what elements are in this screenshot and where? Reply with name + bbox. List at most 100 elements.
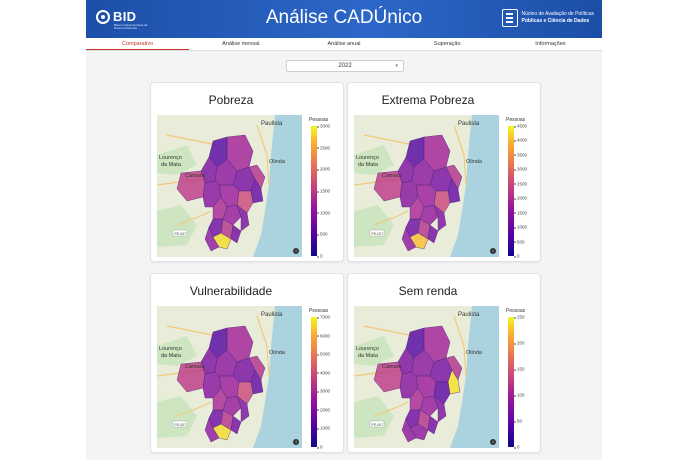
map-region[interactable] [236, 190, 254, 214]
map-region[interactable] [212, 232, 232, 250]
map-road [453, 315, 467, 377]
map-region[interactable] [433, 395, 447, 423]
map-place-label: da Mata [358, 353, 379, 359]
legend-tick: 2000 [316, 407, 331, 413]
map-region[interactable] [401, 417, 417, 443]
map-attribution-icon[interactable]: i [490, 439, 496, 445]
map-region[interactable] [248, 355, 266, 381]
tab-comparativo[interactable]: Comparativo [86, 38, 190, 50]
map-place-label: Olinda [466, 350, 483, 356]
map-forest [354, 145, 394, 175]
map-road [363, 134, 415, 146]
map-region[interactable] [433, 190, 451, 214]
map-place-label: Lourenço [159, 346, 182, 352]
nucleo-line-2: Públicas e Ciência de Dados [521, 18, 590, 24]
map-attribution-icon[interactable]: i [293, 248, 299, 254]
map-region[interactable] [250, 369, 264, 395]
legend-title: Pessoas [506, 308, 526, 314]
map-card-3: Vulnerabilidade Paulista Olinda Lourenço da … [150, 273, 344, 453]
map-title: Sem renda [398, 284, 458, 298]
map-region[interactable] [409, 423, 429, 441]
tab-informacoes[interactable]: Informações [535, 41, 566, 47]
map-region[interactable] [433, 204, 447, 232]
map-region[interactable] [202, 371, 222, 399]
map-region[interactable] [447, 369, 461, 395]
map-sea [253, 115, 302, 257]
tab-superacao[interactable]: Superação [433, 41, 461, 47]
map-place-label: Camara [382, 364, 403, 370]
year-select[interactable]: 2022 ▾ [286, 60, 404, 72]
map-region[interactable] [445, 355, 463, 381]
map-place-label: Paulista [458, 121, 480, 127]
road-shield [369, 420, 385, 428]
map-road [166, 325, 218, 337]
legend-tick: 4000 [513, 137, 528, 143]
map-road [373, 401, 409, 417]
legend-tick: 0 [317, 444, 323, 450]
map-region[interactable] [399, 180, 419, 208]
colorscale-bar [311, 126, 317, 256]
map-region[interactable] [212, 423, 232, 441]
legend-tick: 1000 [316, 425, 331, 431]
map-region[interactable] [230, 224, 242, 244]
legend-tick: 2500 [316, 145, 331, 151]
map-region[interactable] [236, 204, 250, 232]
legend-title: Pessoas [506, 117, 526, 123]
map-road [256, 315, 270, 377]
map-region[interactable] [433, 381, 451, 405]
map-place-label: da Mata [161, 353, 182, 359]
map-region[interactable] [204, 226, 220, 252]
map-region[interactable] [419, 395, 439, 417]
legend-tick: 0 [317, 253, 323, 259]
map-region[interactable] [248, 164, 266, 190]
map-title: Vulnerabilidade [189, 284, 273, 298]
color-legend: Pessoas 7000 6000 5000 4000 3000 2000 1000 0 [309, 308, 343, 450]
map-card-1: Pobreza Paulista Olinda Lourenço da Mata Cama… [150, 82, 344, 262]
legend-tick: 3000 [316, 388, 331, 394]
map-region[interactable] [236, 381, 254, 405]
map-title: Extrema Pobreza [381, 93, 475, 107]
legend-tick: 3000 [513, 166, 528, 172]
map-region[interactable] [447, 178, 461, 204]
map-region[interactable] [445, 164, 463, 190]
legend-tick: 5000 [316, 351, 331, 357]
map-road [453, 124, 467, 186]
map-region[interactable] [401, 226, 417, 252]
legend-tick: 4500 [513, 123, 528, 129]
map-attribution-icon[interactable]: i [293, 439, 299, 445]
map-sea [450, 115, 499, 257]
map-road [363, 325, 415, 337]
bid-logo-icon [96, 9, 110, 24]
map-region[interactable] [222, 395, 242, 417]
map-place-label: Lourenço [356, 155, 379, 161]
map-forest [157, 205, 197, 247]
map-place-label: Camara [382, 173, 403, 179]
map-region[interactable] [236, 395, 250, 423]
map-attribution-icon[interactable]: i [490, 248, 496, 254]
legend-tick: 3000 [316, 123, 331, 129]
map-region[interactable] [419, 204, 439, 226]
legend-tick: 250 [514, 314, 525, 320]
map-region[interactable] [250, 178, 264, 204]
map-road [166, 134, 218, 146]
map-region[interactable] [230, 415, 242, 435]
road-shield-label: PE-007 [372, 232, 384, 236]
map-region[interactable] [204, 417, 220, 443]
map-region[interactable] [202, 180, 222, 208]
map-region[interactable] [409, 232, 429, 250]
colorscale-bar [508, 317, 514, 447]
legend-tick: 7000 [316, 314, 331, 320]
map-region[interactable] [222, 204, 242, 226]
map-region[interactable] [427, 224, 439, 244]
legend-tick: 500 [514, 239, 525, 245]
map-region[interactable] [399, 371, 419, 399]
tab-analise-mensal[interactable]: Análise mensal [222, 41, 260, 47]
tab-analise-anual[interactable]: Análise anual [327, 41, 361, 47]
map-place-label: Paulista [261, 312, 283, 318]
map-place-label: Camara [185, 364, 206, 370]
map-region[interactable] [427, 415, 439, 435]
